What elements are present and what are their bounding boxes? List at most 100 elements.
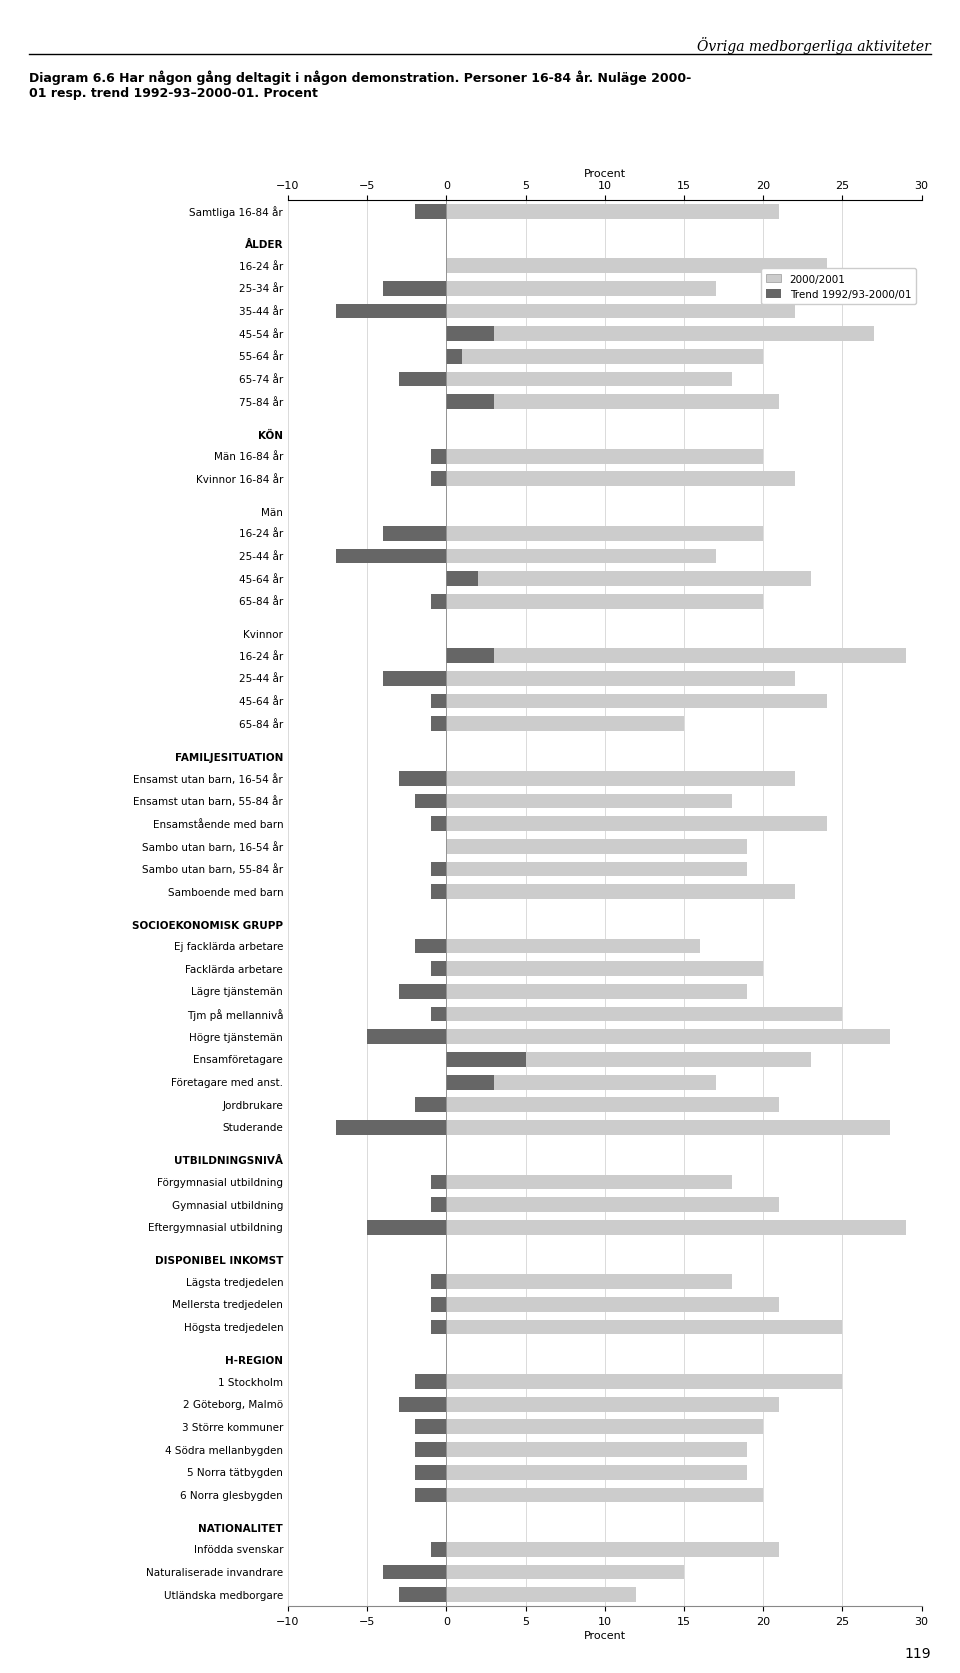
- Bar: [446, 350, 462, 365]
- Text: 4 Södra mellanbygden: 4 Södra mellanbygden: [165, 1445, 283, 1456]
- Text: Infödda svenskar: Infödda svenskar: [194, 1544, 283, 1554]
- Bar: [399, 373, 446, 386]
- Bar: [383, 671, 446, 686]
- Text: Män 16-84 år: Män 16-84 år: [214, 452, 283, 462]
- Text: ÅLDER: ÅLDER: [245, 239, 283, 249]
- Bar: [430, 1297, 446, 1312]
- Text: 3 Större kommuner: 3 Större kommuner: [181, 1422, 283, 1432]
- Bar: [415, 1420, 446, 1434]
- Text: Ensamstående med barn: Ensamstående med barn: [153, 820, 283, 830]
- Text: 16-24 år: 16-24 år: [239, 261, 283, 271]
- Bar: [446, 939, 700, 954]
- Bar: [446, 962, 763, 977]
- Bar: [446, 594, 763, 609]
- Text: Ensamföretagare: Ensamföretagare: [194, 1054, 283, 1064]
- Text: Övriga medborgerliga aktiviteter: Övriga medborgerliga aktiviteter: [698, 37, 931, 54]
- Bar: [446, 1275, 732, 1290]
- Text: 65-84 år: 65-84 år: [239, 597, 283, 607]
- Text: Ensamst utan barn, 55-84 år: Ensamst utan barn, 55-84 år: [133, 796, 283, 806]
- Text: 1 Stockholm: 1 Stockholm: [218, 1377, 283, 1387]
- Text: Sambo utan barn, 16-54 år: Sambo utan barn, 16-54 år: [142, 842, 283, 852]
- Bar: [446, 527, 763, 542]
- Bar: [446, 671, 795, 686]
- Bar: [446, 694, 827, 709]
- Bar: [446, 450, 763, 463]
- Bar: [446, 549, 715, 564]
- Text: Högsta tredjedelen: Högsta tredjedelen: [183, 1322, 283, 1332]
- Bar: [446, 649, 493, 664]
- Bar: [446, 816, 827, 831]
- Text: SOCIOEKONOMISK GRUPP: SOCIOEKONOMISK GRUPP: [132, 920, 283, 930]
- Bar: [383, 527, 446, 542]
- Text: Gymnasial utbildning: Gymnasial utbildning: [172, 1200, 283, 1210]
- Bar: [446, 649, 906, 664]
- Text: Förgymnasial utbildning: Förgymnasial utbildning: [157, 1178, 283, 1188]
- Bar: [430, 862, 446, 877]
- Bar: [446, 795, 732, 808]
- Bar: [430, 1320, 446, 1335]
- X-axis label: Procent: Procent: [584, 1630, 626, 1640]
- Bar: [446, 395, 493, 410]
- Text: 25-44 år: 25-44 år: [239, 552, 283, 562]
- Bar: [446, 1031, 890, 1044]
- Text: Studerande: Studerande: [223, 1123, 283, 1133]
- Bar: [446, 204, 780, 219]
- Bar: [430, 694, 446, 709]
- Bar: [446, 718, 684, 731]
- X-axis label: Procent: Procent: [584, 169, 626, 179]
- Bar: [446, 1297, 780, 1312]
- Text: 45-64 år: 45-64 år: [239, 696, 283, 706]
- Bar: [367, 1220, 446, 1235]
- Bar: [446, 350, 763, 365]
- Bar: [415, 1442, 446, 1457]
- Bar: [446, 572, 810, 587]
- Bar: [446, 885, 795, 900]
- Text: Kvinnor: Kvinnor: [243, 629, 283, 639]
- Bar: [415, 1487, 446, 1502]
- Bar: [430, 1174, 446, 1190]
- Bar: [446, 1487, 763, 1502]
- Bar: [446, 1198, 780, 1213]
- Bar: [446, 862, 747, 877]
- Text: 2 Göteborg, Malmö: 2 Göteborg, Malmö: [183, 1399, 283, 1409]
- Bar: [446, 1588, 636, 1603]
- Bar: [415, 1374, 446, 1389]
- Bar: [446, 1220, 906, 1235]
- Bar: [383, 281, 446, 296]
- Text: Ej facklärda arbetare: Ej facklärda arbetare: [174, 942, 283, 952]
- Text: FAMILJESITUATION: FAMILJESITUATION: [175, 753, 283, 763]
- Text: Samtliga 16-84 år: Samtliga 16-84 år: [189, 206, 283, 217]
- Bar: [446, 1076, 493, 1089]
- Bar: [446, 1076, 715, 1089]
- Bar: [446, 1442, 747, 1457]
- Text: Sambo utan barn, 55-84 år: Sambo utan barn, 55-84 år: [142, 863, 283, 875]
- Bar: [399, 771, 446, 786]
- Bar: [430, 1275, 446, 1290]
- Bar: [446, 1007, 842, 1022]
- Bar: [446, 395, 780, 410]
- Bar: [446, 1397, 780, 1412]
- Bar: [446, 472, 795, 487]
- Text: 119: 119: [904, 1646, 931, 1660]
- Bar: [446, 1052, 525, 1067]
- Bar: [446, 572, 478, 587]
- Bar: [415, 1466, 446, 1479]
- Text: Eftergymnasial utbildning: Eftergymnasial utbildning: [149, 1223, 283, 1233]
- Text: Högre tjänstemän: Högre tjänstemän: [189, 1032, 283, 1042]
- Text: 55-64 år: 55-64 år: [239, 351, 283, 361]
- Bar: [399, 1588, 446, 1603]
- Text: 35-44 år: 35-44 år: [239, 306, 283, 316]
- Bar: [430, 1543, 446, 1558]
- Bar: [446, 1564, 684, 1579]
- Text: Ensamst utan barn, 16-54 år: Ensamst utan barn, 16-54 år: [133, 773, 283, 785]
- Bar: [430, 1007, 446, 1022]
- Text: Diagram 6.6 Har någon gång deltagit i någon demonstration. Personer 16-84 år. Nu: Diagram 6.6 Har någon gång deltagit i nå…: [29, 70, 691, 85]
- Bar: [383, 1564, 446, 1579]
- Bar: [415, 939, 446, 954]
- Text: 16-24 år: 16-24 år: [239, 651, 283, 661]
- Text: Män: Män: [261, 507, 283, 517]
- Bar: [446, 328, 493, 341]
- Bar: [399, 984, 446, 999]
- Text: Samboende med barn: Samboende med barn: [168, 887, 283, 897]
- Bar: [446, 1052, 810, 1067]
